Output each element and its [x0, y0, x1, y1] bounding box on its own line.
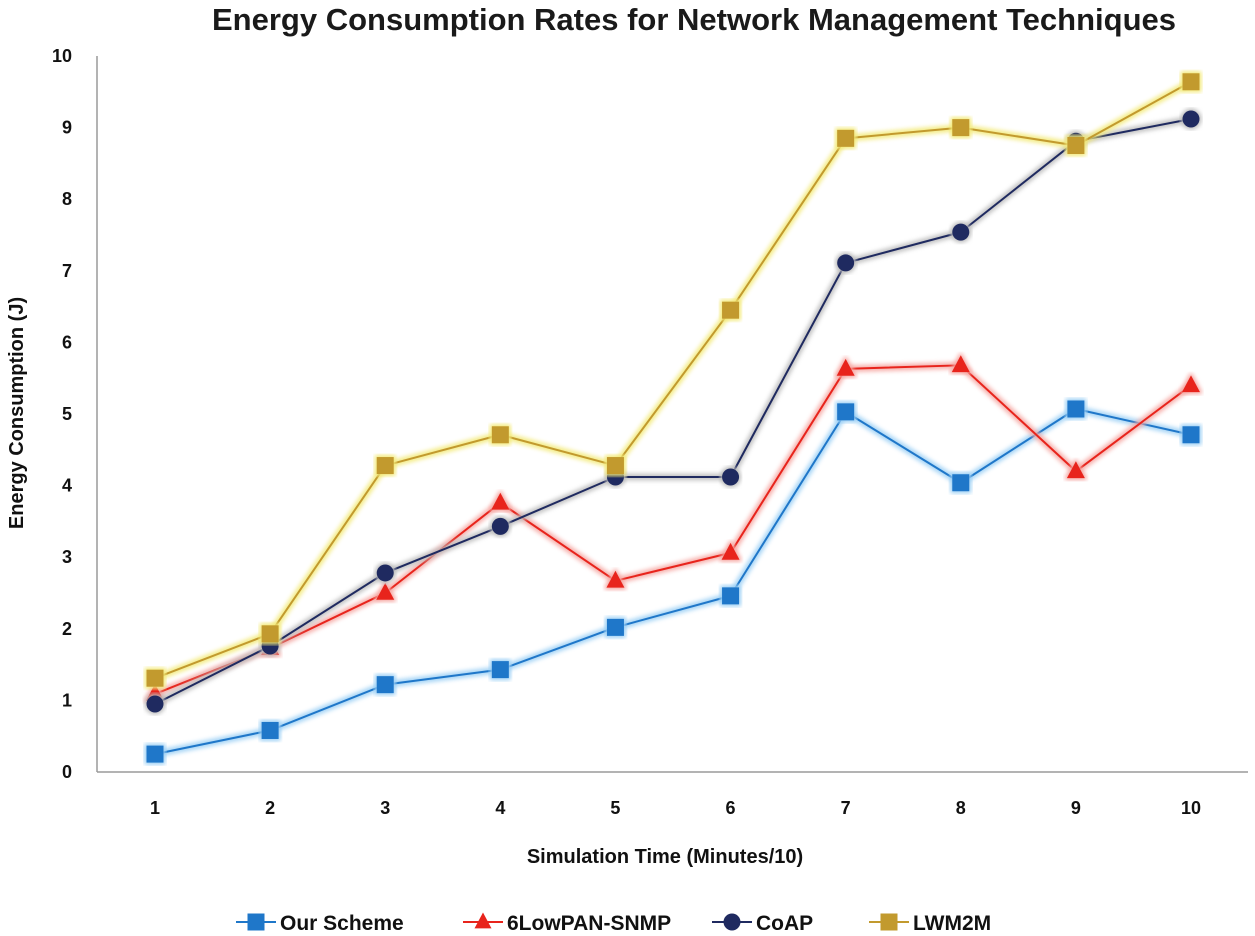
legend-marker	[723, 913, 741, 931]
data-point	[376, 564, 394, 582]
data-point	[1182, 375, 1200, 393]
x-tick-label: 8	[956, 798, 966, 818]
data-point	[1182, 110, 1200, 128]
x-axis-title: Simulation Time (Minutes/10)	[527, 846, 803, 868]
data-point	[606, 570, 625, 588]
series-our-scheme	[144, 398, 1202, 765]
data-point	[837, 403, 855, 421]
series-line	[154, 80, 1192, 680]
data-point	[491, 492, 510, 510]
data-point	[606, 618, 624, 636]
series-line	[154, 364, 1192, 695]
x-tick-label: 2	[265, 798, 275, 818]
y-tick-label: 0	[62, 762, 72, 782]
x-tick-label: 3	[380, 798, 390, 818]
y-tick-label: 3	[62, 547, 72, 567]
data-point	[146, 745, 164, 763]
data-point	[722, 301, 740, 319]
y-tick-label: 4	[62, 476, 72, 496]
x-tick-label: 4	[495, 798, 505, 818]
data-point	[1182, 426, 1200, 444]
x-tick-label: 5	[610, 798, 620, 818]
legend-label: 6LowPAN-SNMP	[507, 912, 671, 935]
data-point	[261, 625, 279, 643]
data-point	[1066, 461, 1085, 479]
chart-title: Energy Consumption Rates for Network Man…	[212, 2, 1176, 37]
legend-marker	[247, 913, 265, 931]
x-tick-label: 6	[726, 798, 736, 818]
series-line-glow	[154, 405, 1192, 758]
y-tick-label: 2	[62, 619, 72, 639]
data-point	[1067, 400, 1085, 418]
data-point	[261, 721, 279, 739]
data-point	[952, 223, 970, 241]
data-point	[837, 129, 855, 147]
legend-item: 6LowPAN-SNMP	[463, 912, 671, 935]
data-point	[1067, 137, 1085, 154]
data-point	[952, 119, 970, 137]
legend-item: CoAP	[712, 912, 813, 935]
series-lwm2m	[144, 71, 1202, 689]
y-tick-label: 6	[62, 332, 72, 352]
data-point	[722, 468, 740, 486]
data-point	[376, 676, 394, 694]
data-point	[1182, 73, 1200, 91]
y-tick-label: 8	[62, 189, 72, 209]
data-point	[146, 669, 164, 687]
x-ticks: 1 2 3 4 5 6 7 8 9 10	[150, 798, 1201, 818]
data-point	[952, 474, 970, 492]
x-tick-label: 7	[841, 798, 851, 818]
data-point	[491, 661, 509, 679]
series-line	[154, 118, 1192, 705]
legend-item: Our Scheme	[236, 912, 404, 935]
data-point	[491, 517, 509, 535]
series-coap	[144, 108, 1202, 715]
y-tick-label: 9	[62, 118, 72, 138]
data-point	[722, 587, 740, 605]
y-tick-label: 7	[62, 261, 72, 281]
legend: Our Scheme 6LowPAN-SNMP CoAP LWM2M	[236, 912, 991, 935]
legend-marker	[474, 912, 492, 929]
legend-marker	[880, 913, 898, 931]
x-tick-label: 9	[1071, 798, 1081, 818]
x-tick-label: 1	[150, 798, 160, 818]
x-tick-label: 10	[1181, 798, 1201, 818]
data-point	[376, 457, 394, 475]
y-axis-title: Energy Consumption (J)	[6, 297, 28, 529]
data-point	[491, 426, 509, 444]
y-ticks: 0 1 2 3 4 5 6 7 8 9 10	[52, 46, 72, 782]
legend-label: LWM2M	[913, 912, 991, 935]
data-point	[951, 355, 970, 373]
y-tick-label: 10	[52, 46, 72, 66]
legend-label: Our Scheme	[280, 912, 404, 935]
data-point	[606, 457, 624, 475]
series-6lowpan-snmp	[144, 353, 1202, 703]
data-point	[837, 254, 855, 272]
y-tick-label: 5	[62, 404, 72, 424]
data-point	[146, 695, 164, 713]
series-layer	[144, 71, 1202, 765]
series-line	[154, 407, 1192, 756]
data-point	[376, 582, 395, 600]
legend-item: LWM2M	[869, 912, 991, 935]
series-line-glow	[153, 361, 1194, 698]
legend-label: CoAP	[756, 912, 813, 935]
data-point	[721, 542, 740, 560]
y-tick-label: 1	[62, 690, 72, 710]
data-point	[836, 358, 855, 376]
series-line-glow	[153, 115, 1192, 708]
